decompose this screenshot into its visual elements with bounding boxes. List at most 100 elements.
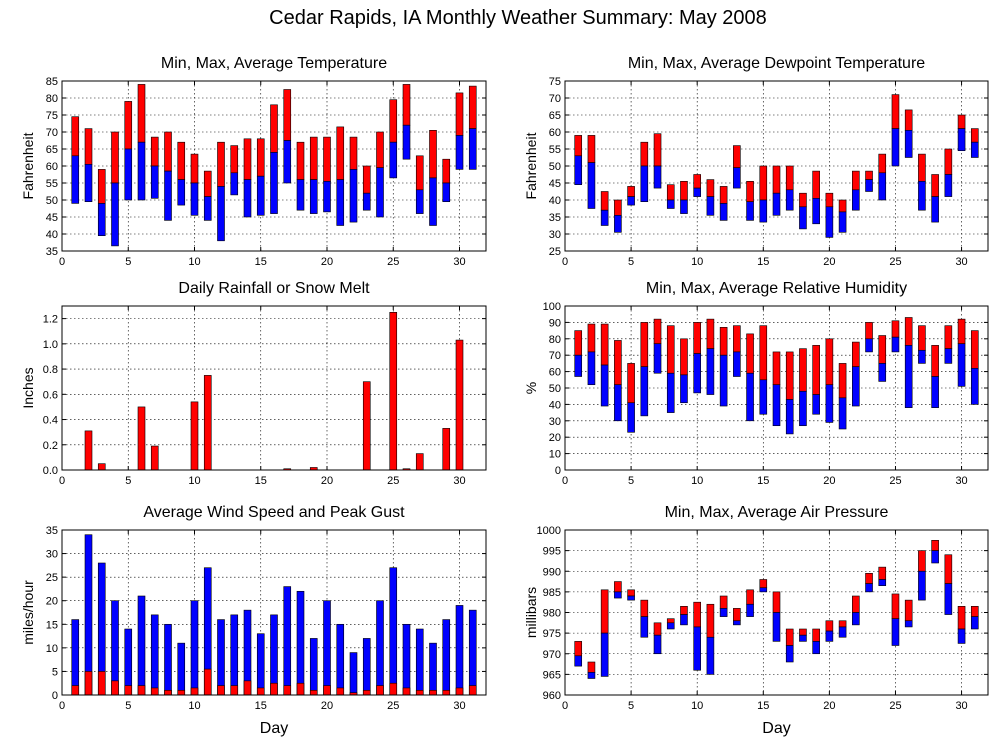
dewpoint-bar-avg-min [680,199,688,214]
dewpoint-bar-max-avg [640,141,649,167]
dewpoint-bar-avg-min [746,201,754,221]
dewpoint-bar-max-avg [587,135,596,163]
temperature-bar-avg-min [97,203,106,236]
rainfall-ytick-label: 1.2 [43,314,58,326]
dewpoint-bar-max-avg [574,135,583,157]
dewpoint-ytick-label: 60 [549,127,561,139]
dewpoint-bar-max-avg [825,192,834,208]
pressure-bar-max-avg [746,589,754,605]
pressure-bar-avg-min [587,672,596,679]
temperature-bar-avg-min [455,135,464,170]
temperature-bar-max-avg [137,84,146,143]
dewpoint-ytick-label: 65 [549,110,561,122]
temperature-bar-max-avg [415,155,424,191]
dewpoint-bar-max-avg [785,165,794,191]
dewpoint-bar-max-avg [812,170,820,199]
dewpoint-bar-avg-min [838,211,847,233]
dewpoint-bar-max-avg [600,191,609,211]
pressure-bar-max-avg [918,550,926,572]
wind-bar-avg [164,689,172,696]
pressure-xlabel: Day [762,720,790,737]
pressure-bar-max-avg [587,661,596,673]
temperature-ytick-label: 75 [46,110,58,122]
pressure-bar-max-avg [812,628,820,642]
rainfall-xtick-label: 25 [387,475,399,487]
humidity-bar-max-avg [799,348,807,392]
humidity-bar-avg-min [706,348,715,395]
wind-bar-avg [270,682,278,696]
humidity-bar-avg-min [931,376,939,408]
humidity-bar-max-avg [865,322,873,340]
wind-ytick-label: 25 [46,572,58,584]
pressure-ytick-label: 995 [543,546,561,558]
dewpoint-bar-avg-min [759,199,768,223]
pressure-bar-avg-min [812,641,820,655]
pressure-bar-max-avg [970,606,979,617]
pressure-bar-max-avg [944,554,953,584]
wind-xtick-label: 0 [59,700,65,712]
dewpoint-bar-max-avg [918,153,926,182]
dewpoint-bar-max-avg [614,199,622,216]
humidity-bar-max-avg [785,351,794,400]
temperature-bar-max-avg [349,136,358,170]
dewpoint-bar-avg-min [904,130,913,158]
temperature-bar-avg-min [203,196,212,221]
humidity-bar-max-avg [904,317,913,346]
wind-plot-frame [61,529,487,696]
wind-bar-gust [468,609,477,696]
pressure-bar-avg-min [970,616,979,630]
temperature-bar-avg-min [137,141,146,201]
dewpoint-xtick-label: 15 [757,256,769,268]
dewpoint-bar-avg-min [865,179,873,192]
wind-ytick-label: 10 [46,643,58,655]
pressure-bar-max-avg [600,589,609,634]
dewpoint-ytick-label: 25 [549,246,561,258]
rainfall-bar [97,463,106,471]
wind-ytick-label: 35 [46,525,58,537]
dewpoint-bar-avg-min [825,206,834,238]
wind-bar-avg [190,687,199,696]
humidity-xtick-label: 20 [823,475,835,487]
pressure-plot-frame [564,529,989,696]
humidity-title: Min, Max, Average Relative Humidity [646,280,907,297]
rainfall-ylabel: Inches [20,367,36,408]
dewpoint-bar-max-avg [970,128,979,143]
dewpoint-xtick-label: 30 [955,256,967,268]
temperature-bar-avg-min [150,165,159,199]
temperature-ytick-label: 45 [46,212,58,224]
temperature-xtick-label: 5 [125,256,131,268]
pressure-bar-max-avg [799,628,807,636]
temperature-bar-max-avg [283,89,292,141]
temperature-bar-max-avg [230,145,239,174]
dewpoint-xtick-label: 20 [823,256,835,268]
rainfall-bar [442,428,451,471]
pressure-bar-avg-min [574,655,583,667]
wind-bar-gust [402,623,411,696]
wind-bar-avg [230,685,239,696]
humidity-bar-avg-min [772,384,781,427]
temperature-ytick-label: 40 [46,229,58,241]
wind-title: Average Wind Speed and Peak Gust [143,504,405,521]
dewpoint-ytick-label: 35 [549,212,561,224]
pressure-ylabel: millibars [523,587,539,638]
pressure-xtick-label: 0 [562,700,568,712]
humidity-bar-avg-min [799,390,807,427]
humidity-bar-max-avg [772,351,781,386]
humidity-ytick-label: 80 [549,334,561,346]
dewpoint-ytick-label: 30 [549,229,561,241]
dewpoint-bar-avg-min [799,206,807,230]
pressure-bar-avg-min [904,620,913,628]
rainfall-bar [150,445,159,471]
humidity-ytick-label: 10 [549,449,561,461]
wind-bar-gust [150,614,159,696]
dewpoint-xtick-label: 25 [889,256,901,268]
rainfall-ytick-label: 1.0 [43,339,58,351]
dewpoint-bar-max-avg [931,174,939,197]
temperature-ylabel: Fahrenheit [20,132,36,199]
temperature-ytick-label: 35 [46,246,58,258]
dewpoint-bar-max-avg [666,184,675,201]
dewpoint-bar-avg-min [587,162,596,209]
dewpoint-bar-avg-min [614,215,622,233]
rainfall-xtick-label: 20 [321,475,333,487]
humidity-bar-max-avg [706,318,715,349]
